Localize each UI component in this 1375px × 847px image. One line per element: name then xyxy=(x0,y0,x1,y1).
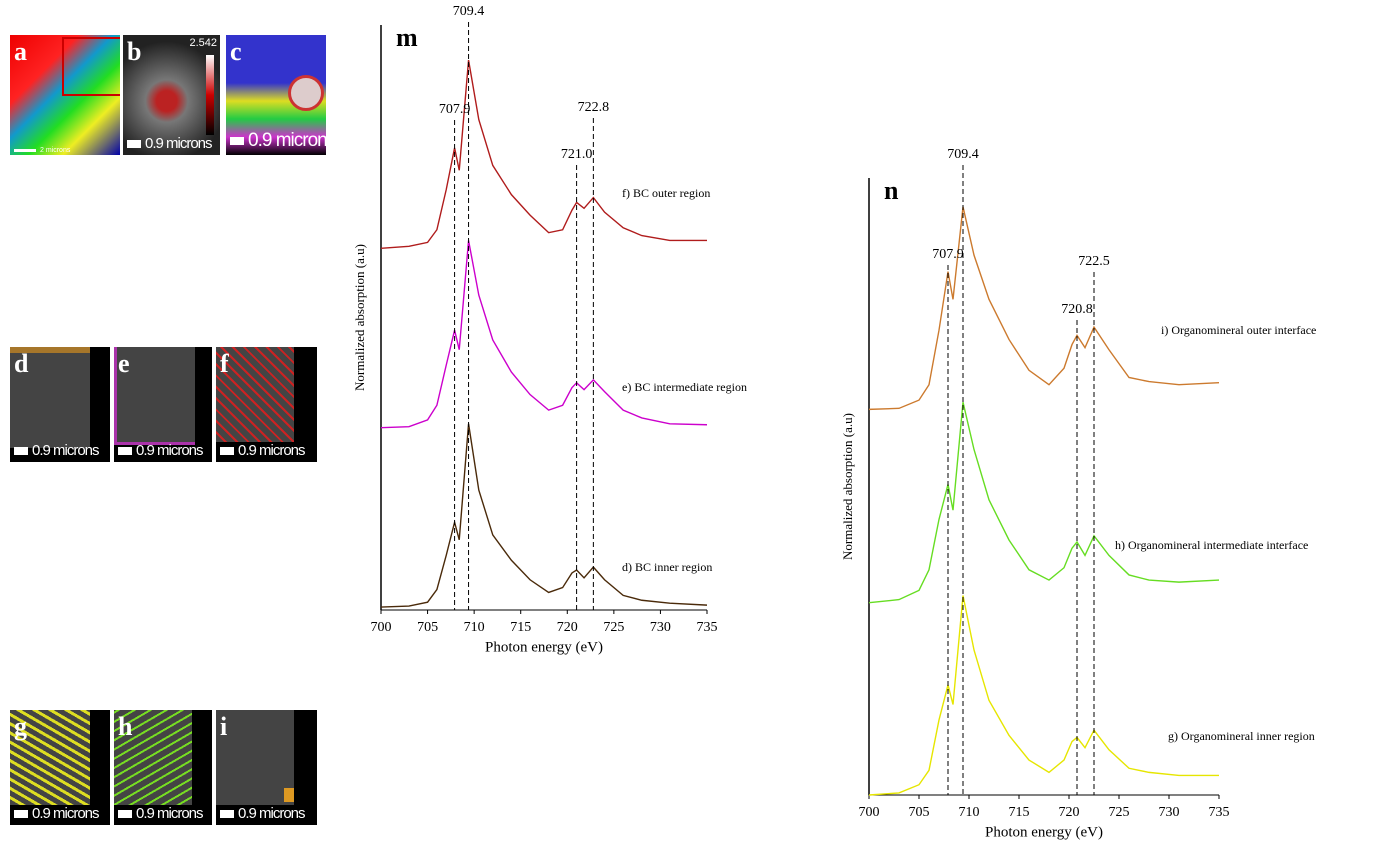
map xyxy=(216,710,294,805)
scale-label: 0.9 microns xyxy=(32,442,100,459)
peak-label: 709.4 xyxy=(947,147,979,162)
x-axis-label: Photon energy (eV) xyxy=(985,824,1103,840)
x-tick-label: 730 xyxy=(1159,805,1180,820)
x-axis-label: Photon energy (eV) xyxy=(485,639,603,655)
spectrum xyxy=(380,240,708,429)
panel-letter: e xyxy=(118,349,130,378)
chart-title: n xyxy=(884,176,899,205)
colorbar xyxy=(206,55,214,135)
peak-label: 721.0 xyxy=(561,147,593,162)
blob xyxy=(284,788,294,802)
scale-label: 0.9 microns xyxy=(238,805,306,822)
y-axis-label: Normalized absorption (a.u) xyxy=(352,244,367,391)
series-label: e) BC intermediate region xyxy=(622,380,747,394)
scale-bar: 0.9 microns xyxy=(127,135,213,152)
scale-label: 0.9 microns xyxy=(136,442,204,459)
panel-letter: b xyxy=(127,37,142,66)
scale-bar: 0.9 microns xyxy=(14,805,100,822)
x-tick-label: 700 xyxy=(371,620,392,635)
scale-bar: 0.9 microns xyxy=(118,805,204,822)
peak-label: 707.9 xyxy=(932,247,964,262)
x-tick-label: 735 xyxy=(697,620,718,635)
scale-label: 0.9 microns xyxy=(136,805,204,822)
map xyxy=(114,710,192,805)
x-tick-label: 705 xyxy=(909,805,930,820)
series-label: f) BC outer region xyxy=(622,186,710,200)
map xyxy=(10,710,90,805)
scale-bar: 0.9 microns xyxy=(220,805,306,822)
map xyxy=(114,347,195,445)
x-tick-label: 700 xyxy=(859,805,880,820)
spectrum xyxy=(868,206,1220,411)
image-panel: 2.542 b 0.9 microns xyxy=(123,35,220,155)
x-tick-label: 705 xyxy=(417,620,438,635)
series-label: d) BC inner region xyxy=(622,560,712,574)
panel-letter: a xyxy=(14,37,27,66)
scale-bar: 0.9 microns xyxy=(220,442,306,459)
scale-bar: 2 microns xyxy=(14,147,70,154)
x-tick-label: 715 xyxy=(510,620,531,635)
roi-box xyxy=(62,37,120,96)
peak-label: 709.4 xyxy=(453,4,485,19)
colorbar-label: 2.542 xyxy=(189,37,217,49)
scale-bar: 0.9 microns xyxy=(118,442,204,459)
map xyxy=(216,347,294,442)
image-panel: a 2 microns xyxy=(10,35,120,155)
x-tick-label: 725 xyxy=(1109,805,1130,820)
image-panel: i 0.9 microns xyxy=(216,710,317,825)
panel-letter: h xyxy=(118,712,133,741)
spectrum xyxy=(868,402,1220,604)
peak-label: 707.9 xyxy=(439,102,471,117)
blob xyxy=(288,75,324,111)
panel-letter: i xyxy=(220,712,228,741)
x-tick-label: 725 xyxy=(603,620,624,635)
chart-title: m xyxy=(396,23,418,52)
x-tick-label: 720 xyxy=(1059,805,1080,820)
image-panel: e 0.9 microns xyxy=(114,347,212,462)
scale-label: 0.9 microns xyxy=(32,805,100,822)
panel-letter: d xyxy=(14,349,29,378)
x-tick-label: 730 xyxy=(650,620,671,635)
x-tick-label: 735 xyxy=(1209,805,1230,820)
image-panel: h 0.9 microns xyxy=(114,710,212,825)
image-panel: c 0.9 microns xyxy=(226,35,326,155)
scale-label: 2 microns xyxy=(40,147,71,154)
peak-label: 720.8 xyxy=(1061,302,1093,317)
scale-label: 0.9 microns xyxy=(238,442,306,459)
scale-bar: 0.9 microns xyxy=(230,130,326,152)
series-label: i) Organomineral outer interface xyxy=(1161,323,1316,337)
scale-label: 0.9 microns xyxy=(248,130,326,151)
spectrum xyxy=(868,595,1219,796)
scale-label: 0.9 microns xyxy=(145,135,213,152)
panel-letter: f xyxy=(220,349,229,378)
panel-letter: g xyxy=(14,712,27,741)
series-label: h) Organomineral intermediate interface xyxy=(1115,538,1308,552)
x-tick-label: 710 xyxy=(464,620,485,635)
x-tick-label: 720 xyxy=(557,620,578,635)
peak-label: 722.5 xyxy=(1078,254,1110,269)
image-panel: d 0.9 microns xyxy=(10,347,110,462)
panel-letter: c xyxy=(230,37,242,66)
x-tick-label: 715 xyxy=(1009,805,1030,820)
map xyxy=(10,347,90,448)
peak-label: 722.8 xyxy=(578,100,610,115)
spectrum xyxy=(380,59,707,249)
scale-bar: 0.9 microns xyxy=(14,442,100,459)
y-axis-label: Normalized absorption (a.u) xyxy=(840,413,855,560)
image-panel: g 0.9 microns xyxy=(10,710,110,825)
x-tick-label: 710 xyxy=(959,805,980,820)
spectrum xyxy=(380,423,708,608)
image-panel: f 0.9 microns xyxy=(216,347,317,462)
series-label: g) Organomineral inner region xyxy=(1168,729,1315,743)
